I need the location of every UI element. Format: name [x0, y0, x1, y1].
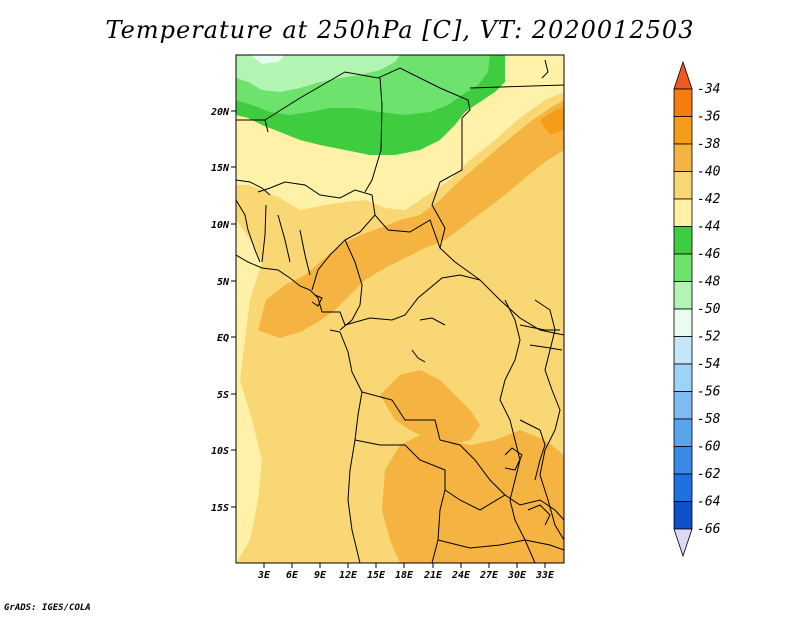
colorbar-label-58: -58	[697, 412, 721, 427]
lat-label-eq: EQ	[217, 333, 229, 344]
colorbar-label-50: -50	[697, 302, 721, 317]
colorbar-label-38: -38	[697, 137, 721, 152]
colorbar-box-48-50	[673, 281, 693, 310]
lat-label-5s: 5S	[217, 390, 229, 401]
colorbar	[673, 60, 693, 558]
colorbar-label-60: -60	[697, 440, 721, 455]
map-plot-area	[236, 55, 564, 563]
lat-label-15s: 15S	[211, 503, 229, 514]
colorbar-label-56: -56	[697, 385, 721, 400]
lon-label-24e: 24E	[451, 570, 471, 581]
colorbar-label-36: -36	[697, 110, 721, 125]
temperature-band-coldest-north	[236, 55, 400, 92]
colorbar-label-54: -54	[697, 357, 720, 372]
colorbar-label-62: -62	[697, 467, 721, 482]
colorbar-extend-bottom	[673, 528, 693, 558]
colorbar-box-34-36	[673, 88, 693, 117]
lon-label-15e: 15E	[367, 570, 386, 581]
lon-label-18e: 18E	[395, 570, 414, 581]
lat-label-5n: 5N	[217, 277, 230, 288]
colorbar-label-52: -52	[697, 330, 721, 345]
colorbar-label-66: -66	[697, 522, 721, 537]
lon-label-33e: 33E	[535, 570, 555, 581]
lat-label-15n: 15N	[211, 163, 230, 174]
lon-label-21e: 21E	[423, 570, 443, 581]
temperature-band-light-west	[236, 220, 262, 563]
colorbar-box-44-46	[673, 226, 693, 255]
colorbar-labels: -34 -36 -38 -40 -42 -44 -46 -48 -50 -52 …	[697, 82, 721, 537]
lon-label-27e: 27E	[479, 570, 499, 581]
colorbar-box-56-58	[673, 391, 693, 420]
latitude-axis: 20N 15N 10N 5N EQ 5S 10S 15S	[210, 107, 236, 514]
colorbar-box-42-44	[673, 198, 693, 227]
colorbar-box-36-38	[673, 116, 693, 145]
colorbar-box-50-52	[673, 308, 693, 337]
colorbar-box-64-66	[673, 501, 693, 530]
colorbar-box-46-48	[673, 253, 693, 282]
temperature-patch-east	[380, 370, 480, 445]
temperature-patch-northeast	[540, 108, 564, 135]
colorbar-extend-top	[673, 60, 693, 90]
colorbar-box-58-60	[673, 418, 693, 447]
lon-label-30e: 30E	[507, 570, 527, 581]
map-frame	[235, 54, 565, 564]
lon-label-9e: 9E	[314, 570, 327, 581]
lon-label-6e: 6E	[286, 570, 299, 581]
colorbar-label-40: -40	[697, 165, 721, 180]
temperature-band-warm-ridge	[258, 100, 564, 338]
chart-title: Temperature at 250hPa [C], VT: 202001250…	[105, 16, 695, 44]
colorbar-label-44: -44	[697, 220, 720, 235]
temperature-patch-coldest-corner	[250, 55, 285, 64]
credit-label: GrADS: IGES/COLA	[4, 603, 91, 613]
colorbar-box-40-42	[673, 171, 693, 200]
colorbar-label-42: -42	[697, 192, 721, 207]
colorbar-label-64: -64	[697, 495, 720, 510]
colorbar-box-54-56	[673, 363, 693, 392]
colorbar-box-52-54	[673, 336, 693, 365]
colorbar-label-46: -46	[697, 247, 721, 262]
lat-label-20n: 20N	[210, 107, 230, 118]
lat-label-10n: 10N	[211, 220, 230, 231]
colorbar-label-34: -34	[697, 82, 720, 97]
country-boundaries	[236, 59, 564, 563]
lat-label-10s: 10S	[211, 446, 229, 457]
colorbar-box-38-40	[673, 143, 693, 172]
lon-label-12e: 12E	[339, 570, 358, 581]
colorbar-label-48: -48	[697, 275, 721, 290]
colorbar-box-62-64	[673, 473, 693, 502]
lon-label-3e: 3E	[257, 570, 271, 581]
longitude-axis: 3E 6E 9E 12E 15E 18E 21E 24E 27E 30E 33E	[257, 563, 555, 581]
colorbar-box-60-62	[673, 446, 693, 475]
